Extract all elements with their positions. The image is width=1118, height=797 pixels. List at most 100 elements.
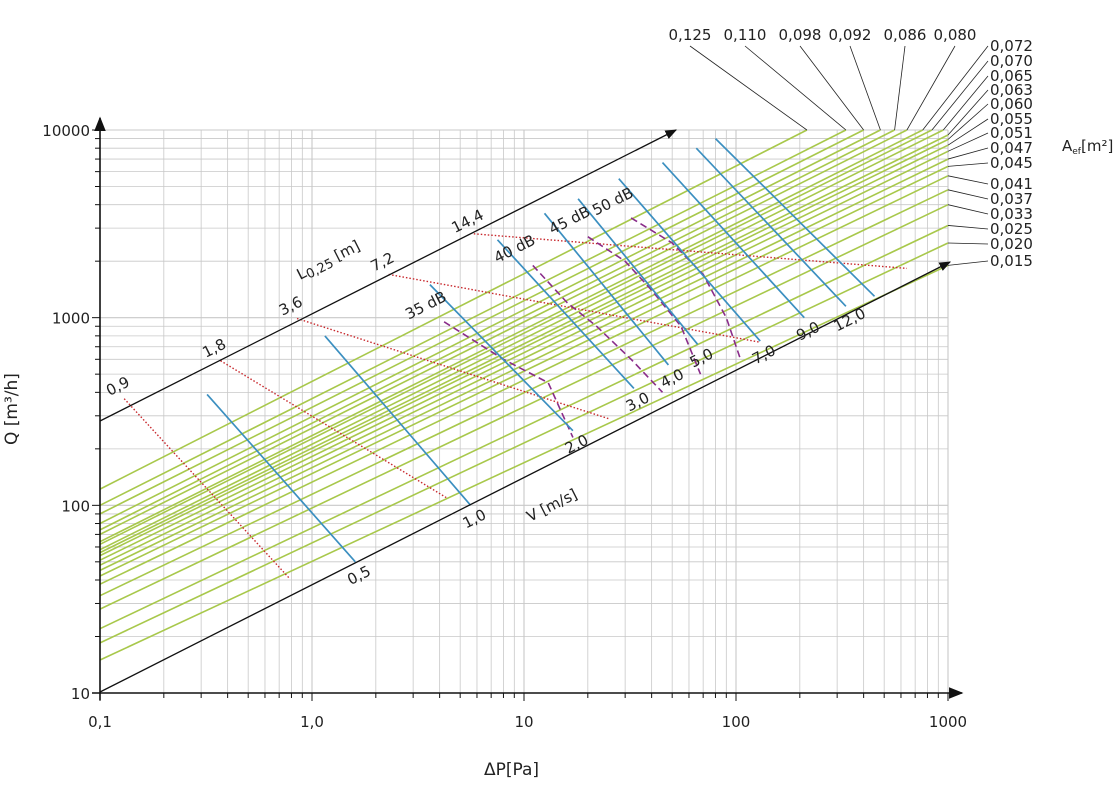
x-tick-label: 100 (722, 713, 751, 731)
aef-legend-label: 0,065 (990, 67, 1033, 85)
y-axis-title: Q [m³/h] (2, 373, 22, 445)
x-tick-label: 1000 (929, 713, 967, 731)
velocity-line-label: 12,0 (831, 304, 869, 335)
y-tick-label: 10000 (42, 122, 90, 140)
aef-legend-title: Aef[m²] (1062, 137, 1113, 157)
aef-legend-label: 0,015 (990, 252, 1033, 270)
aef-series-line (99, 129, 924, 543)
aef-legend-label: 0,020 (990, 235, 1033, 253)
aef-legend-label: 0,055 (990, 110, 1033, 128)
aef-leader-line (947, 147, 989, 160)
axes: 0,1 1,0 10 100 1000 10 100 1000 10000 (42, 116, 967, 731)
aef-series-line (99, 150, 949, 566)
length-line-label: 0,9 (103, 373, 132, 400)
db-curve (587, 236, 702, 375)
x-tick-label: 0,1 (88, 713, 112, 731)
y-tick-label: 1000 (52, 310, 90, 328)
aef-series-line (99, 242, 949, 644)
aef-series-line (99, 189, 949, 597)
aef-leader-line (799, 45, 864, 131)
y-tick-label: 10 (71, 685, 90, 703)
grid (99, 129, 949, 694)
velocity-line (714, 137, 876, 297)
velocity-line (324, 335, 472, 506)
velocity-line (543, 212, 670, 366)
aef-legend-label: 0,025 (990, 220, 1033, 238)
aef-leader-line (947, 103, 989, 140)
aef-legend-label: 0,125 (669, 26, 712, 44)
aef-legend-label: 0,092 (829, 26, 872, 44)
aef-series-group (99, 129, 949, 661)
x-tick-label: 10 (514, 713, 533, 731)
aef-series-line (99, 129, 895, 531)
aef-legend-label: 0,033 (990, 205, 1033, 223)
aef-leader-line (849, 45, 881, 131)
aef-series-line (99, 129, 864, 515)
db-curve-label: 45 dB (546, 202, 593, 238)
aef-leader-line (947, 89, 989, 136)
length-line-label: 7,2 (368, 249, 397, 276)
aef-series-line (99, 129, 944, 551)
velocity-line (618, 178, 761, 342)
aef-series-line (99, 264, 949, 661)
aef-leader-line (689, 45, 808, 131)
length-lines-group (123, 233, 907, 579)
velocity-axis-arrow (99, 261, 952, 693)
velocity-lines-group (206, 137, 876, 563)
velocity-line-label: 9,0 (793, 318, 822, 345)
aef-series-line (99, 129, 933, 546)
velocity-line-label: 2,0 (562, 431, 591, 458)
aef-series-line (99, 134, 949, 554)
aef-series-line (99, 138, 949, 557)
aef-legend-label: 0,080 (934, 26, 977, 44)
aef-leader-line (947, 260, 989, 266)
aef-series-line (99, 165, 949, 577)
velocity-line (206, 393, 356, 563)
aef-legend-label: 0,047 (990, 139, 1033, 157)
aef-legend-label: 0,060 (990, 95, 1033, 113)
velocity-line (661, 162, 805, 319)
aef-leader-line (942, 75, 989, 131)
aef-legend-label: 0,063 (990, 81, 1033, 99)
db-curve-label: 50 dB (589, 184, 636, 220)
velocity-line (429, 284, 574, 432)
aef-series-line (99, 144, 949, 561)
aef-leader-line (906, 45, 956, 131)
length-axis-arrow (99, 129, 678, 422)
velocity-line (496, 239, 635, 389)
velocity-line (577, 198, 699, 345)
aef-legend-label: 0,041 (990, 175, 1033, 193)
aef-series-line (99, 129, 847, 507)
aef-leader-line (744, 45, 847, 131)
aef-leader-line (947, 162, 989, 167)
aef-legend-label: 0,110 (724, 26, 767, 44)
aef-leader-line (947, 189, 989, 200)
aef-leader-line (922, 45, 989, 131)
aef-legend-label: 0,045 (990, 154, 1033, 172)
y-tick-label: 100 (61, 497, 90, 515)
aef-leader-line (947, 175, 989, 185)
aef-legend-label: 0,098 (779, 26, 822, 44)
aef-legend-label: 0,070 (990, 52, 1033, 70)
aef-legend: 0,125 0,110 0,098 0,092 0,086 0,080 0,0720,070… (669, 26, 1114, 270)
length-line-label: 3,6 (276, 293, 305, 320)
aef-series-line (99, 158, 949, 572)
velocity-line (695, 147, 847, 307)
aef-legend-label: 0,051 (990, 124, 1033, 142)
length-line-label: 14,4 (449, 206, 487, 237)
aef-leader-line (931, 60, 989, 131)
x-tick-label: 1,0 (300, 713, 324, 731)
aef-leader-line (947, 118, 989, 146)
aef-legend-label: 0,086 (884, 26, 927, 44)
x-axis-title: ΔP[Pa] (484, 760, 539, 780)
aef-series-line (99, 129, 881, 525)
aef-leader-line (947, 204, 989, 215)
aef-leader-line (947, 242, 989, 245)
velocity-axis-title: V [m/s] (524, 485, 581, 526)
aef-series-line (99, 203, 949, 610)
aef-leader-line (947, 132, 989, 152)
aef-series-line (99, 129, 908, 536)
aef-legend-label: 0,072 (990, 37, 1033, 55)
aef-leader-line (894, 45, 906, 131)
velocity-line-label: 7,0 (749, 341, 778, 368)
